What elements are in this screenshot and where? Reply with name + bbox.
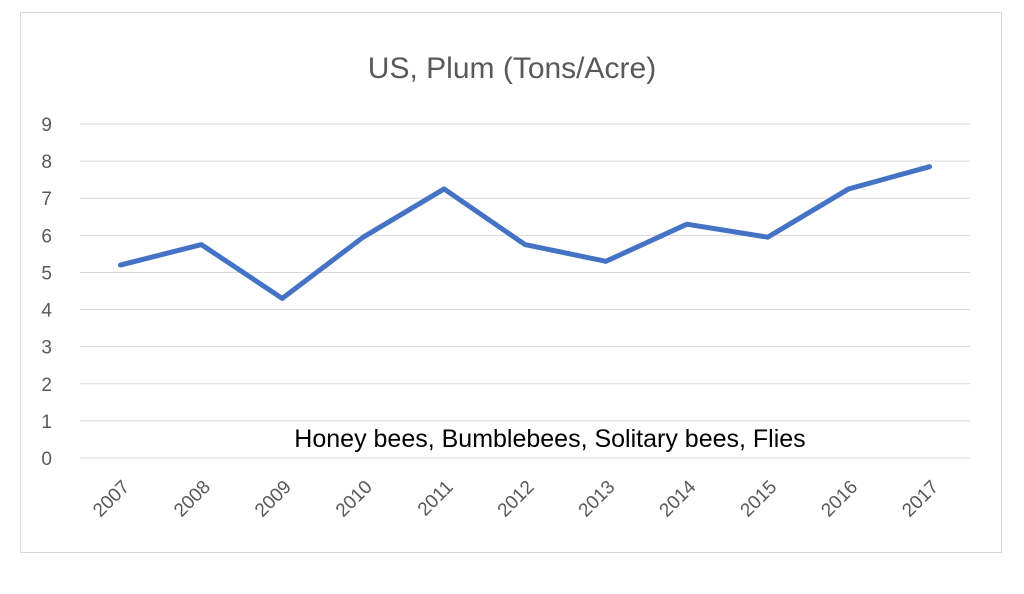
- x-tick-label: 2017: [898, 477, 943, 522]
- y-tick-label: 7: [41, 189, 52, 210]
- y-tick-label: 1: [41, 412, 52, 433]
- x-tick-label: 2016: [817, 477, 862, 522]
- y-tick-label: 0: [41, 449, 52, 470]
- x-tick-label: 2015: [737, 477, 782, 522]
- x-tick-label: 2010: [332, 477, 377, 522]
- y-tick-label: 2: [41, 375, 52, 396]
- x-tick-label: 2007: [89, 477, 134, 522]
- y-tick-label: 5: [41, 263, 52, 284]
- y-tick-label: 4: [41, 301, 52, 322]
- chart-frame: [20, 12, 1002, 553]
- y-tick-label: 6: [41, 226, 52, 247]
- y-tick-label: 8: [41, 152, 52, 173]
- x-axis-ticks: 2007 2008 2009 2010 2011 2012 2013 2014 2015 2016…: [89, 476, 943, 521]
- chart-annotation: Honey bees, Bumblebees, Solitary bees, F…: [294, 425, 805, 453]
- y-tick-label: 9: [41, 115, 52, 136]
- y-axis-ticks: 0 1 2 3 4 5 6 7 8 9: [41, 115, 52, 470]
- chart-title: US, Plum (Tons/Acre): [368, 52, 656, 85]
- x-tick-label: 2008: [170, 477, 215, 522]
- x-tick-label: 2011: [414, 477, 458, 521]
- gridlines: [80, 123, 970, 459]
- x-tick-label: 2014: [656, 476, 701, 521]
- x-tick-label: 2012: [494, 477, 539, 522]
- x-tick-label: 2009: [251, 477, 296, 522]
- x-tick-label: 2013: [575, 477, 620, 522]
- y-tick-label: 3: [41, 338, 52, 359]
- series-layer: [117, 164, 933, 301]
- series-line: [117, 164, 933, 301]
